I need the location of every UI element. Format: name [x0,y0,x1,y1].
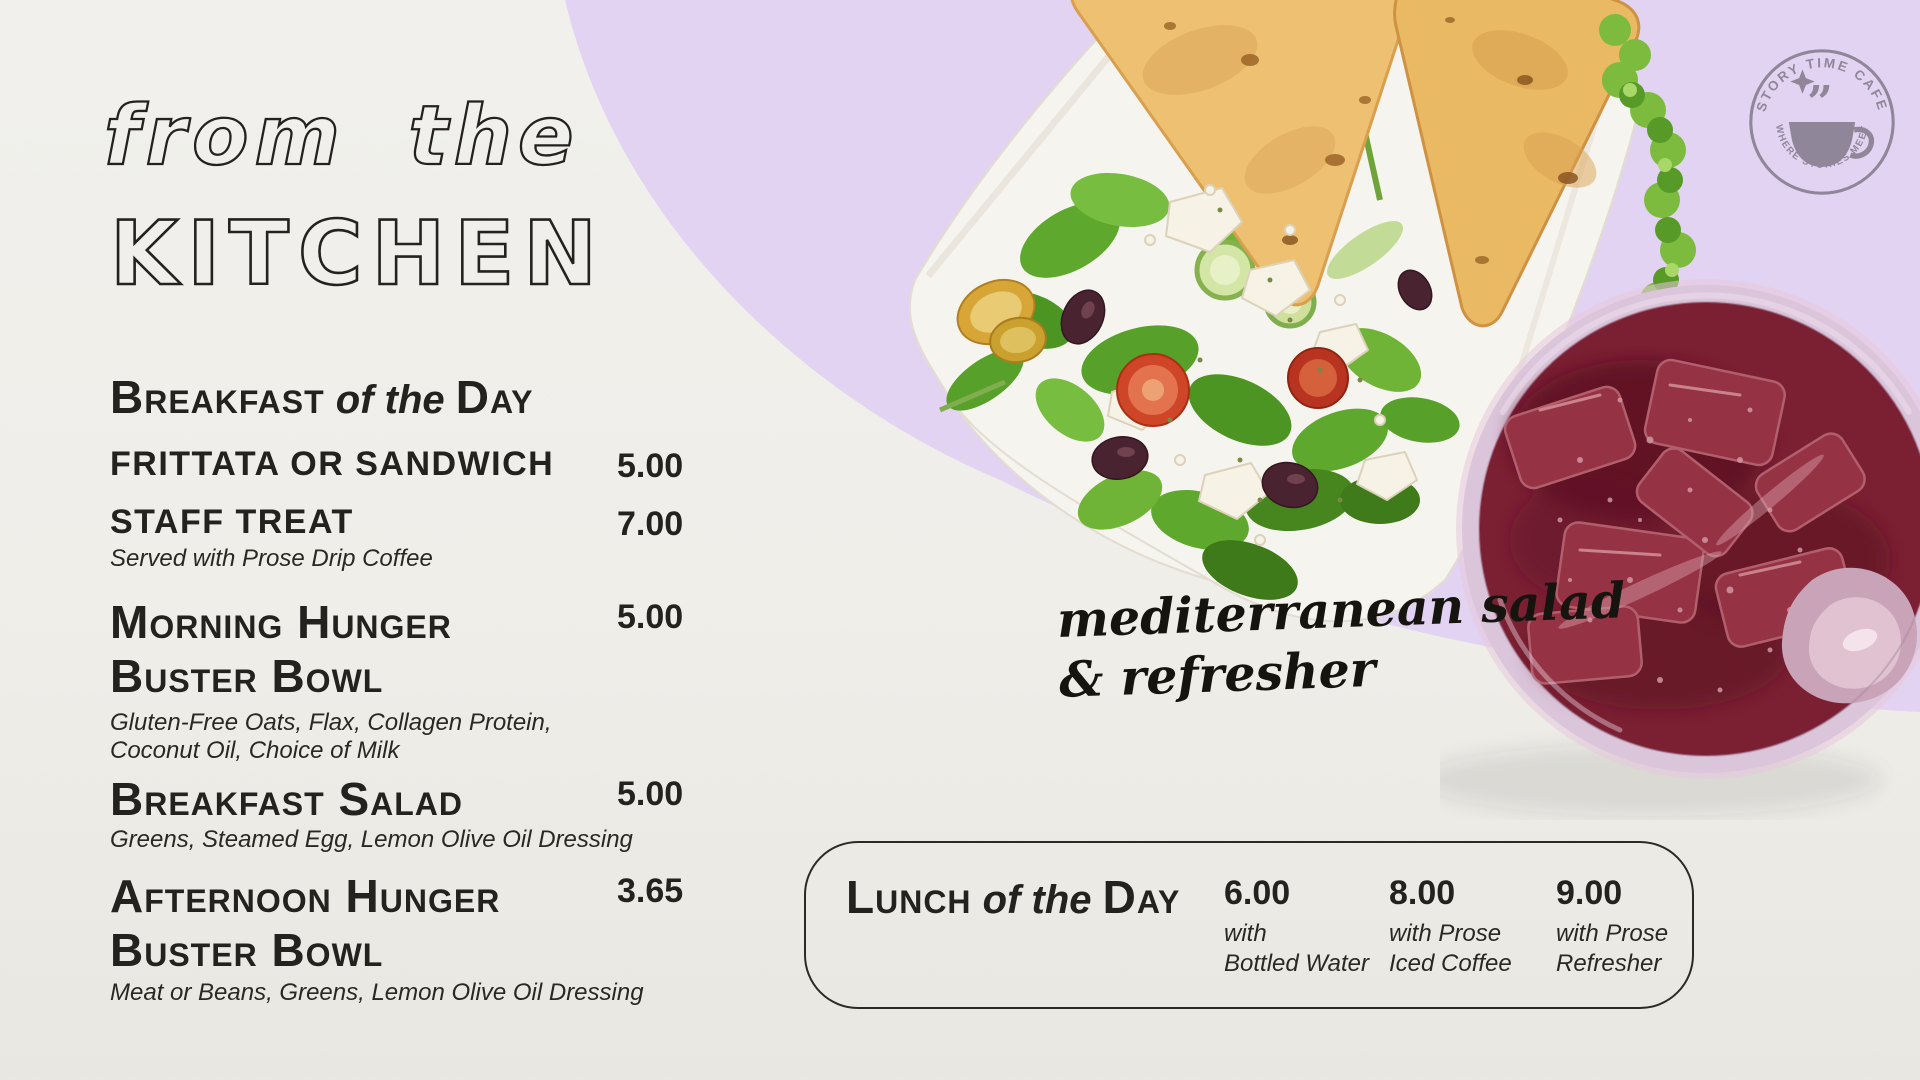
item-description: Greens, Steamed Egg, Lemon Olive Oil Dre… [110,826,633,853]
coffee-cup-icon: ” [1788,69,1875,167]
item-price: 3.65 [617,872,684,910]
sparkle-icon [1790,69,1815,94]
salad-greens [939,109,1460,600]
item-name-line2: Buster Bowl [110,650,384,702]
title-kitchen: KITCHEN [109,202,606,305]
item-description-line1: Gluten-Free Oats, Flax, Collagen Protein… [110,709,552,736]
kalamata-olives [1060,269,1433,509]
lunch-of-the-day-panel: Lunch of the Day 6.00 with Bottled Water… [804,841,1694,1009]
kitchen-menu: Breakfast of the Day FRITTATA OR SANDWIC… [110,0,730,1080]
item-price: 5.00 [617,775,684,813]
item-description-line2: Coconut Oil, Choice of Milk [110,737,400,764]
item-price: 5.00 [617,598,684,636]
cherry-tomatoes [956,278,1349,427]
steam-quotes-icon: ” [1807,76,1833,129]
lunch-option-description: with Bottled Water [1224,920,1369,977]
item-description: Meat or Beans, Greens, Lemon Olive Oil D… [110,979,644,1006]
menu-item-morning-hunger-buster-bowl: Morning Hunger Buster Bowl 5.00 Gluten-F… [110,595,730,765]
pita-bread-wedges [1070,0,1641,328]
menu-item-staff-treat: STAFF TREAT 7.00 Served with Prose Drip … [110,502,730,573]
bubbles [1557,397,1803,693]
herb-flecks [1167,207,1363,503]
lunch-title: Lunch of the Day [846,871,1181,923]
item-name-line1: Afternoon Hunger [110,870,501,922]
lunch-option-description: with Prose Iced Coffee [1389,920,1512,977]
item-name: Breakfast Salad [110,773,464,825]
item-name-line1: Morning Hunger [110,596,452,648]
lunch-price: 9.00 [1556,874,1623,912]
item-name: STAFF TREAT [110,503,354,541]
lunch-price: 6.00 [1224,874,1291,912]
menu-item-afternoon-hunger-buster-bowl: Afternoon Hunger Buster Bowl 3.65 Meat o… [110,869,730,1007]
logo-ring [1749,49,1895,195]
item-description: Served with Prose Drip Coffee [110,545,433,572]
lunch-option-description: with Prose Refresher [1556,920,1669,977]
refresher-drink-photo [1440,279,1920,816]
menu-item-frittata-or-sandwich: FRITTATA OR SANDWICH 5.00 [110,444,730,485]
story-time-cafe-logo: STORY TIME CAFE · WHERE STORIES MEET · ” [1744,44,1895,195]
item-name: FRITTATA OR SANDWICH [110,445,555,483]
menu-item-breakfast-salad: Breakfast Salad 5.00 Greens, Steamed Egg… [110,772,730,854]
photo-caption: mediterranean salad & refresher [1056,570,1628,710]
section-header-breakfast-of-the-day: Breakfast of the Day [110,371,534,423]
title-from-the: from the [103,89,580,184]
feta-cheese [1107,184,1418,546]
item-price: 7.00 [617,505,684,543]
salad-tray-photo [908,0,1696,623]
item-price: 5.00 [617,447,684,485]
item-name-line2: Buster Bowl [110,924,384,976]
lunch-price: 8.00 [1389,874,1456,912]
